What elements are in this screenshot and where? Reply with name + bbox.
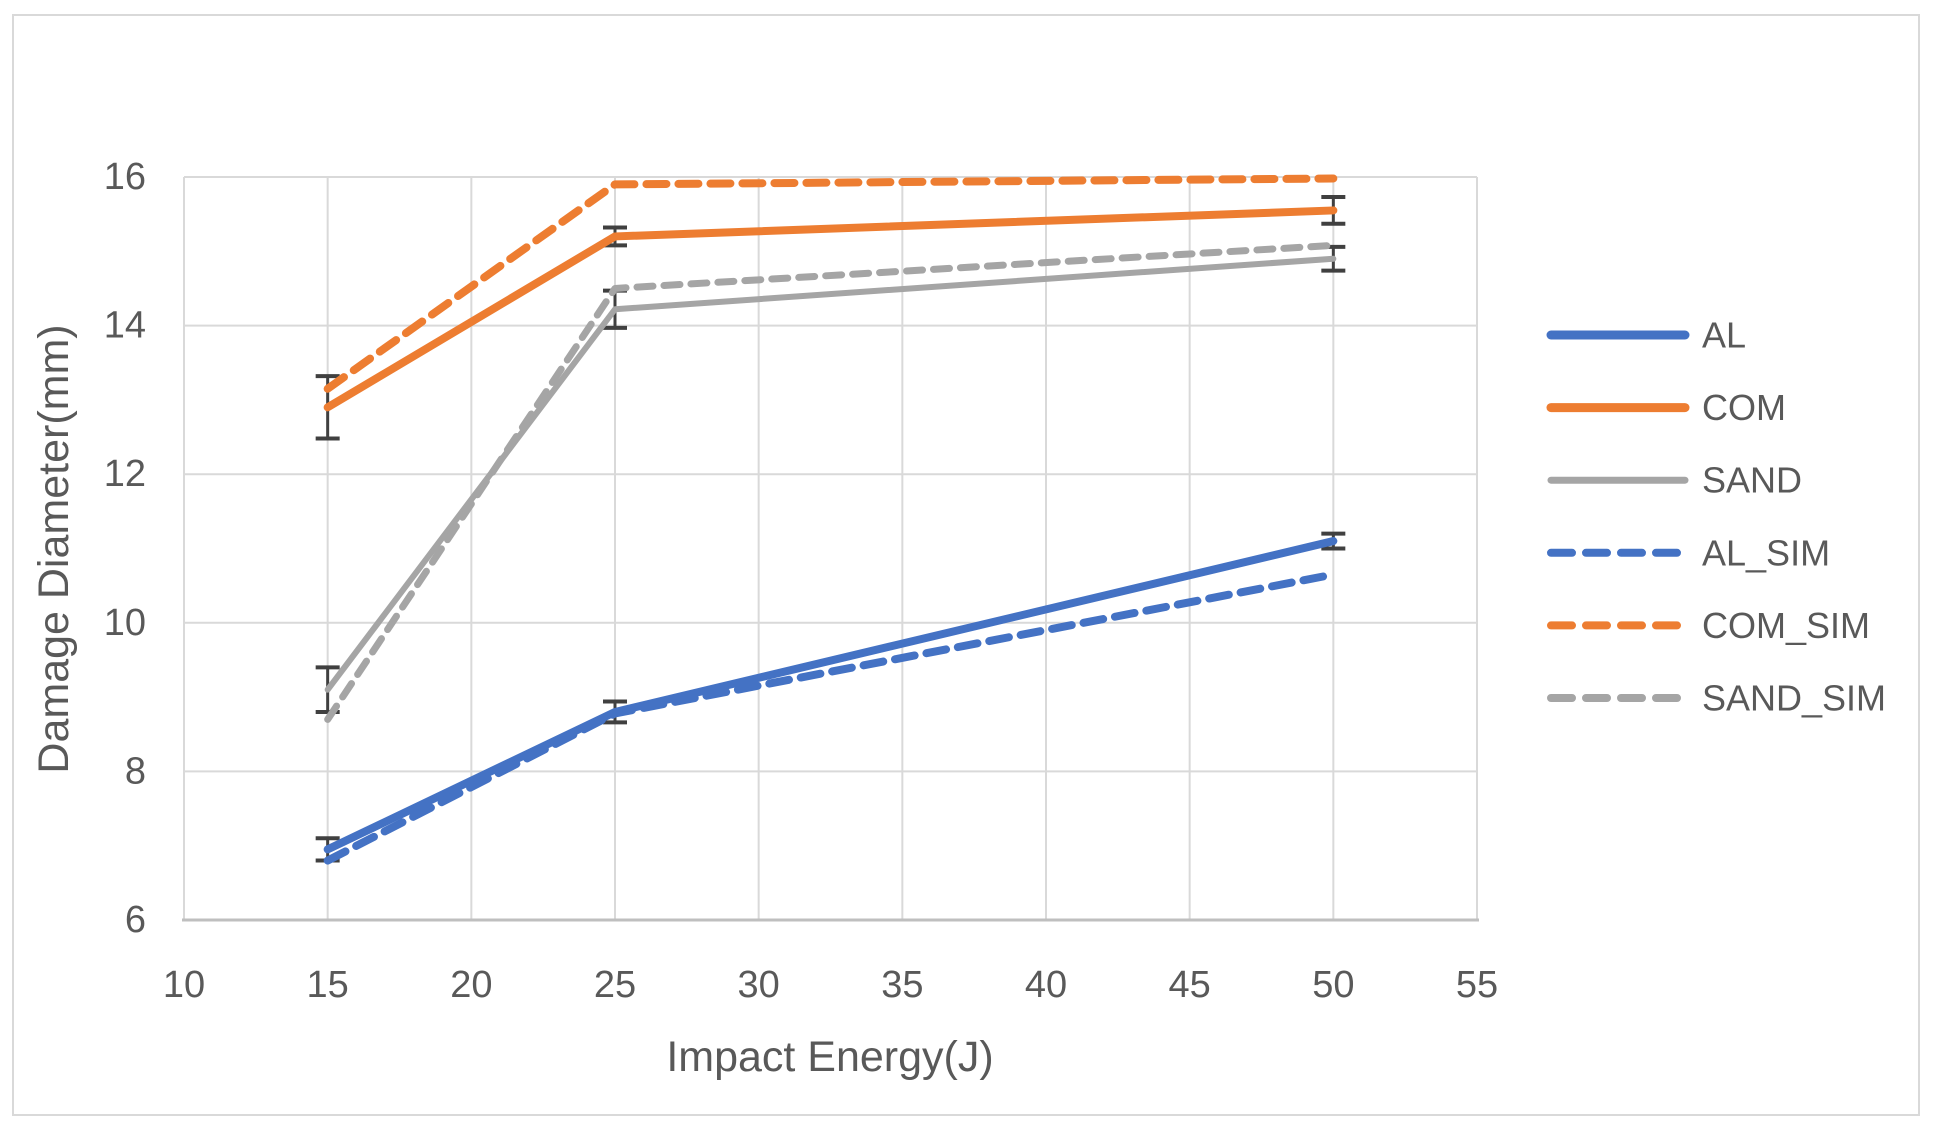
legend-label-SAND_SIM: SAND_SIM — [1702, 678, 1886, 719]
tick-label-y-10: 10 — [104, 602, 146, 644]
tick-label-x-50: 50 — [1312, 964, 1354, 1006]
tick-label-x-20: 20 — [450, 964, 492, 1006]
tick-labels: 10 15 20 25 30 35 40 45 50 55 6 8 10 12 14 16 — [104, 156, 1498, 1006]
legend-label-AL_SIM: AL_SIM — [1702, 532, 1830, 573]
legend-item-AL_SIM: AL_SIM — [1547, 532, 1830, 573]
tick-label-x-45: 45 — [1169, 964, 1211, 1006]
tick-label-x-40: 40 — [1025, 964, 1067, 1006]
legend-item-COM_SIM: COM_SIM — [1547, 605, 1870, 646]
legend-item-SAND: SAND — [1547, 460, 1802, 501]
tick-label-y-12: 12 — [104, 453, 146, 495]
tick-label-x-35: 35 — [881, 964, 923, 1006]
tick-label-y-6: 6 — [125, 899, 146, 941]
series-line-AL_SIM — [323, 570, 1338, 865]
legend-label-AL: AL — [1702, 315, 1746, 356]
tick-label-y-8: 8 — [125, 750, 146, 792]
series-line-AL — [323, 537, 1338, 854]
legend-item-COM: COM — [1546, 387, 1786, 428]
y-axis-title: Damage Diameter(mm) — [30, 324, 78, 773]
tick-label-x-15: 15 — [307, 964, 349, 1006]
series-line-SAND_SIM — [324, 241, 1337, 723]
legend-item-SAND_SIM: SAND_SIM — [1547, 678, 1886, 719]
tick-label-x-25: 25 — [594, 964, 636, 1006]
series-line-COM_SIM — [323, 174, 1338, 393]
tick-label-x-30: 30 — [738, 964, 780, 1006]
legend: AL COM SAND AL_SIM COM_SIM SAND_SIM — [1546, 315, 1886, 719]
tick-label-x-10: 10 — [163, 964, 205, 1006]
series-lines — [323, 174, 1338, 865]
legend-item-AL: AL — [1546, 315, 1746, 356]
tick-label-y-14: 14 — [104, 305, 146, 347]
gridlines — [183, 176, 1478, 921]
x-axis-title: Impact Energy(J) — [666, 1033, 993, 1081]
legend-label-COM_SIM: COM_SIM — [1702, 605, 1870, 646]
legend-label-SAND: SAND — [1702, 460, 1802, 501]
tick-label-x-55: 55 — [1456, 964, 1498, 1006]
chart-frame — [12, 14, 1920, 1116]
legend-label-COM: COM — [1702, 387, 1786, 428]
series-line-COM — [323, 206, 1338, 412]
tick-label-y-16: 16 — [104, 156, 146, 198]
series-line-SAND — [324, 255, 1337, 693]
